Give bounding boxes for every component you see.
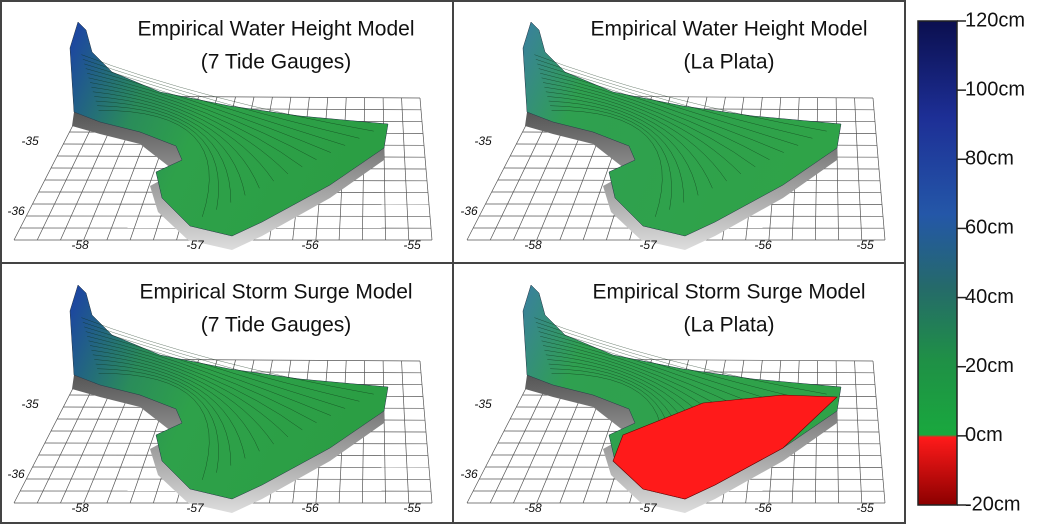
x-tick-label: -57 [639, 501, 658, 515]
x-tick-label: -58 [71, 238, 89, 252]
colorbar-label: 40cm [965, 286, 1014, 308]
panel-title: Empirical Water Height Model [138, 18, 415, 41]
y-tick-label: -36 [7, 204, 25, 218]
panel: Empirical Storm Surge Model (7 Tide Gauge… [7, 281, 432, 516]
colorbar-label: -20cm [965, 493, 1021, 515]
x-tick-label: -55 [856, 501, 874, 515]
panel-title: (7 Tide Gauges) [201, 51, 352, 74]
x-tick-label: -56 [301, 238, 319, 252]
x-tick-label: -58 [524, 501, 542, 515]
colorbar-label: 120cm [965, 9, 1025, 31]
x-tick-label: -56 [754, 238, 772, 252]
panel-title: Empirical Storm Surge Model [592, 281, 865, 304]
y-tick-label: -36 [7, 467, 25, 481]
colorbar-label: 0cm [965, 424, 1003, 446]
y-tick-label: -35 [474, 134, 492, 148]
colorbar-label: 80cm [965, 148, 1014, 170]
panel-title: (7 Tide Gauges) [201, 314, 352, 337]
x-tick-label: -56 [301, 501, 319, 515]
figure: Empirical Water Height Model (7 Tide Gaug… [0, 0, 1037, 525]
x-tick-label: -57 [639, 238, 658, 252]
panel: Empirical Water Height Model (La Plata) -5… [460, 18, 885, 253]
colorbar-label: 100cm [965, 78, 1025, 100]
colorbar-label: 20cm [965, 355, 1014, 377]
page: Empirical Water Height Model (7 Tide Gaug… [0, 0, 1037, 530]
y-tick-label: -36 [460, 467, 478, 481]
x-tick-label: -58 [524, 238, 542, 252]
panel-title: (La Plata) [683, 314, 774, 337]
panel: Empirical Water Height Model (7 Tide Gaug… [7, 18, 432, 253]
panel-title: Empirical Storm Surge Model [139, 281, 412, 304]
panel: Empirical Storm Surge Model (La Plata) -58… [460, 281, 885, 516]
y-tick-label: -35 [21, 134, 39, 148]
x-tick-label: -57 [186, 501, 205, 515]
colorbar-label: 60cm [965, 217, 1014, 239]
x-tick-label: -58 [71, 501, 89, 515]
panel-title: (La Plata) [683, 51, 774, 74]
y-tick-label: -35 [21, 397, 39, 411]
x-tick-label: -57 [186, 238, 205, 252]
y-tick-label: -36 [460, 204, 478, 218]
y-tick-label: -35 [474, 397, 492, 411]
x-tick-label: -55 [403, 238, 421, 252]
colorbar [918, 21, 957, 505]
x-tick-label: -56 [754, 501, 772, 515]
x-tick-label: -55 [403, 501, 421, 515]
x-tick-label: -55 [856, 238, 874, 252]
panel-title: Empirical Water Height Model [591, 18, 868, 41]
